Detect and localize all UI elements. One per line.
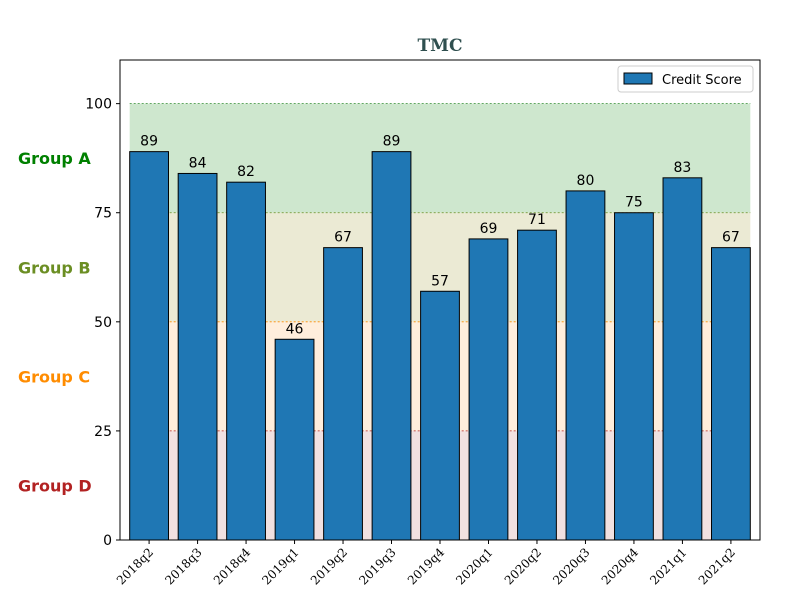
x-tick-label: 2020q3 — [550, 545, 592, 587]
x-tick-label: 2021q1 — [647, 545, 689, 587]
x-tick-label: 2019q1 — [259, 545, 301, 587]
bar-value-label: 80 — [577, 173, 595, 189]
y-tick-label: 100 — [85, 97, 112, 113]
x-axis: 2018q2 2018q3 2018q4 2019q1 2019q2 2019q3 2019… — [114, 540, 738, 588]
bar-2018q3 — [177, 172, 218, 541]
bar-2019q4 — [420, 290, 460, 541]
bar-value-labels: 89 84 82 46 67 89 57 69 71 80 75 83 67 — [140, 134, 740, 338]
x-tick-label: 2020q1 — [453, 545, 495, 587]
legend-swatch — [623, 72, 653, 85]
bar-value-label: 67 — [334, 230, 352, 246]
x-tick-label: 2018q4 — [211, 545, 254, 588]
x-tick-label: 2020q4 — [599, 545, 642, 588]
bar-value-label: 83 — [674, 160, 692, 176]
group-label: Group C — [18, 367, 90, 386]
bar-value-label: 46 — [286, 321, 304, 337]
band-group-a — [129, 103, 751, 213]
x-tick-label: 2019q4 — [405, 545, 448, 588]
bar-2018q4 — [226, 181, 266, 541]
bar-value-label: 75 — [625, 195, 643, 211]
x-tick-label: 2018q3 — [162, 545, 204, 587]
group-label: Group B — [18, 258, 91, 277]
bar-2020q3 — [565, 190, 606, 541]
x-tick-label: 2021q2 — [696, 545, 738, 587]
bar-value-label: 71 — [528, 212, 546, 228]
bars — [129, 151, 751, 541]
x-tick-label: 2019q2 — [308, 545, 350, 587]
chart-title: TMC — [418, 36, 463, 56]
legend: Credit Score — [617, 65, 754, 93]
y-axis: 0 25 50 75 100 — [85, 97, 120, 549]
bar-value-label: 89 — [140, 134, 158, 150]
y-tick-label: 0 — [103, 533, 112, 549]
bar-value-label: 89 — [383, 134, 401, 150]
y-tick-label: 75 — [94, 206, 112, 222]
bar-value-label: 67 — [722, 230, 740, 246]
bar-2021q1 — [662, 177, 703, 541]
x-tick-label: 2020q2 — [502, 545, 544, 587]
bar-2020q2 — [517, 229, 557, 541]
bar-value-label: 57 — [431, 273, 449, 289]
bar-2020q4 — [614, 212, 654, 541]
bar-2019q3 — [371, 151, 412, 541]
group-label: Group D — [18, 476, 92, 495]
bar-2020q1 — [468, 238, 509, 541]
legend-label: Credit Score — [662, 73, 742, 88]
bar-value-label: 82 — [237, 164, 255, 180]
bar-2019q1 — [274, 338, 315, 541]
group-label: Group A — [18, 149, 91, 168]
y-tick-label: 50 — [94, 315, 112, 331]
bar-2018q2 — [129, 151, 169, 541]
bar-value-label: 84 — [189, 155, 207, 171]
x-tick-label: 2018q2 — [114, 545, 156, 587]
group-labels: Group A Group B Group C Group D — [18, 149, 92, 495]
bar-value-label: 69 — [480, 221, 498, 237]
bar-2021q2 — [711, 247, 751, 541]
bar-2019q2 — [323, 247, 363, 541]
y-tick-label: 25 — [94, 424, 112, 440]
x-tick-label: 2019q3 — [356, 545, 398, 587]
